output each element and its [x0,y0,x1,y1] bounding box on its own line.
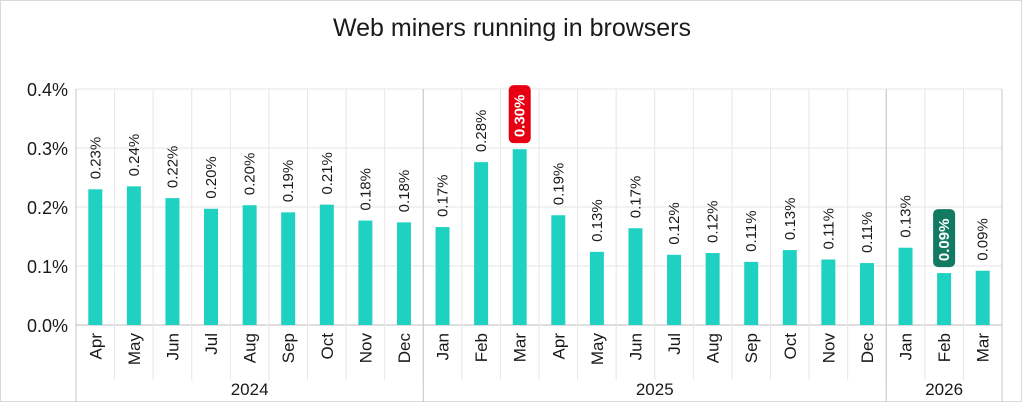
data-label: 0.20% [242,153,259,196]
bar-nov [821,259,836,325]
data-label: 0.09% [936,219,953,262]
data-label: 0.24% [126,134,143,177]
data-label: 0.09% [975,218,992,261]
bar-jun [165,198,180,325]
x-tick-label: Apr [86,333,105,360]
data-label: 0.19% [280,160,297,203]
x-tick-label: Dec [395,333,414,364]
data-label: 0.13% [589,199,606,242]
bar-mar [975,270,990,325]
bar-may [126,186,141,325]
x-tick-label: May [125,333,144,366]
data-label: 0.19% [550,163,567,206]
data-label: 0.17% [435,175,452,218]
y-tick-label: 0.1% [27,257,68,277]
x-tick-label: Aug [241,333,260,363]
bar-jul [204,208,219,325]
data-label: 0.22% [164,146,181,189]
x-tick-label: Sep [279,333,298,363]
bar-jan [898,247,913,325]
x-tick-label: Jun [163,333,182,360]
x-tick-label: Aug [704,333,723,363]
y-tick-label: 0.0% [27,316,68,336]
x-tick-label: Mar [511,333,530,363]
bar-sep [744,261,759,325]
x-tick-label: Apr [549,333,568,360]
y-tick-label: 0.4% [27,80,68,100]
data-label: 0.18% [396,170,413,213]
bar-jan [435,227,450,325]
x-tick-label: Oct [318,333,337,360]
x-tick-label: Jun [626,333,645,360]
bar-apr [88,189,103,325]
data-label: 0.13% [782,198,799,241]
data-label: 0.20% [203,156,220,199]
x-tick-label: Oct [781,333,800,360]
x-tick-label: Feb [935,333,954,362]
bar-dec [396,222,411,325]
bar-sep [281,212,296,325]
chart-title: Web miners running in browsers [333,14,691,42]
y-tick-label: 0.2% [27,198,68,218]
year-label: 2026 [925,380,963,399]
x-tick-label: Mar [974,333,993,363]
bar-aug [705,253,720,325]
data-label: 0.23% [87,137,104,180]
min-value-badge [933,209,956,268]
x-tick-label: Sep [742,333,761,363]
x-tick-label: Nov [819,333,838,364]
data-label: 0.18% [357,168,374,211]
max-value-badge [508,85,531,144]
x-tick-label: Nov [356,333,375,364]
bar-feb [937,273,952,325]
x-tick-label: Jul [202,333,221,355]
x-tick-label: Jul [665,333,684,355]
bar-jul [667,254,682,325]
y-tick-label: 0.3% [27,139,68,159]
x-tick-label: Jan [434,333,453,360]
year-label: 2024 [231,380,269,399]
bar-dec [859,263,874,325]
data-label: 0.11% [859,212,876,253]
data-label: 0.21% [319,152,336,195]
data-label: 0.17% [627,176,644,219]
bar-aug [242,205,257,325]
data-label: 0.30% [512,95,529,138]
bar-oct [782,250,797,325]
x-tick-label: May [588,333,607,366]
data-label: 0.13% [898,195,915,238]
bar-may [589,251,604,325]
x-tick-label: Feb [472,333,491,362]
data-label: 0.28% [473,110,490,153]
x-tick-label: Jan [897,333,916,360]
x-tick-label: Dec [858,333,877,364]
year-label: 2025 [636,380,674,399]
data-label: 0.11% [820,208,837,249]
bar-nov [358,220,373,325]
bar-apr [551,215,566,325]
bar-jun [628,228,643,325]
data-label: 0.12% [705,200,722,243]
bar-feb [474,162,489,325]
bar-mar [512,149,527,325]
bar-oct [319,204,334,325]
data-label: 0.12% [666,202,683,245]
data-label: 0.11% [743,210,760,251]
